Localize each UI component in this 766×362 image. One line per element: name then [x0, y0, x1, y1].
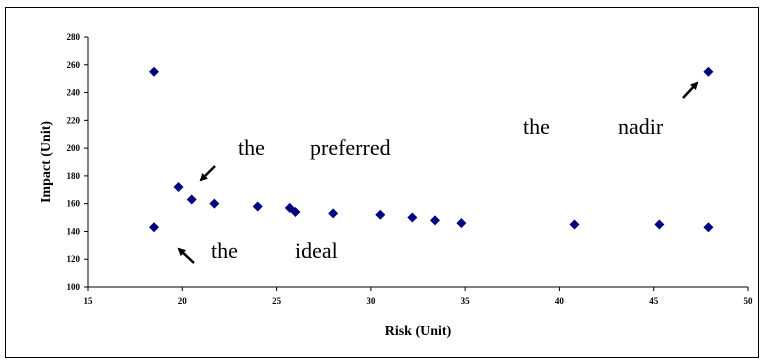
- annotation-nadir-arrow: [682, 81, 699, 99]
- data-point: [149, 222, 159, 233]
- y-tick-label: 180: [67, 171, 81, 181]
- x-tick-label: 30: [366, 296, 376, 306]
- y-tick-label: 280: [67, 32, 81, 42]
- y-tick-label: 160: [67, 199, 81, 209]
- data-point: [703, 66, 714, 77]
- y-axis-title: Impact (Unit): [39, 121, 54, 203]
- x-tick-label: 35: [461, 296, 471, 306]
- y-tick-label: 100: [67, 282, 81, 292]
- data-point: [209, 198, 220, 209]
- data-point: [252, 201, 263, 212]
- axes: [87, 37, 748, 288]
- data-point: [429, 215, 440, 226]
- annotation-preferred-word-2: preferred: [310, 135, 391, 160]
- data-point: [569, 219, 580, 230]
- x-tick-label: 40: [555, 296, 565, 306]
- data-point: [375, 209, 386, 220]
- y-tick-label: 240: [67, 88, 81, 98]
- annotation-ideal-word-1: the: [211, 238, 238, 263]
- y-tick-label: 220: [67, 115, 81, 125]
- data-point: [328, 208, 339, 219]
- x-tick-label: 15: [84, 296, 94, 306]
- x-tick-label: 25: [272, 296, 282, 306]
- data-point: [407, 212, 418, 223]
- data-point: [456, 218, 467, 229]
- data-point: [290, 207, 301, 217]
- y-tick-label: 120: [67, 254, 81, 264]
- y-tick-label: 140: [67, 226, 81, 236]
- y-tick-label: 200: [67, 143, 81, 153]
- annotation-preferred-word-1: the: [238, 135, 265, 160]
- annotation-nadir-word-2: nadir: [618, 114, 664, 139]
- data-points: [149, 66, 714, 233]
- annotation-ideal-arrow: [177, 247, 195, 264]
- y-ticks: 100 120 140 160 180 200 220 240 260 280: [67, 32, 88, 292]
- data-point: [654, 219, 665, 230]
- scatter-chart: 100 120 140 160 180 200 220 240 260 280 15 20 25 30 3…: [39, 32, 754, 339]
- x-tick-label: 50: [744, 296, 754, 306]
- x-ticks: 15 20 25 30 35 40 45 50: [84, 287, 754, 306]
- data-point: [703, 222, 714, 233]
- annotation-preferred-arrow: [199, 165, 216, 182]
- annotation-ideal-word-2: ideal: [295, 238, 338, 263]
- x-tick-label: 45: [649, 296, 659, 306]
- x-tick-label: 20: [178, 296, 188, 306]
- data-point: [186, 194, 197, 205]
- data-point: [173, 182, 184, 192]
- chart-frame: 100 120 140 160 180 200 220 240 260 280 15 20 25 30 3…: [5, 7, 759, 358]
- annotation-nadir-word-1: the: [523, 114, 550, 139]
- x-axis-title: Risk (Unit): [385, 324, 452, 339]
- y-tick-label: 260: [67, 60, 81, 70]
- data-point: [149, 66, 159, 77]
